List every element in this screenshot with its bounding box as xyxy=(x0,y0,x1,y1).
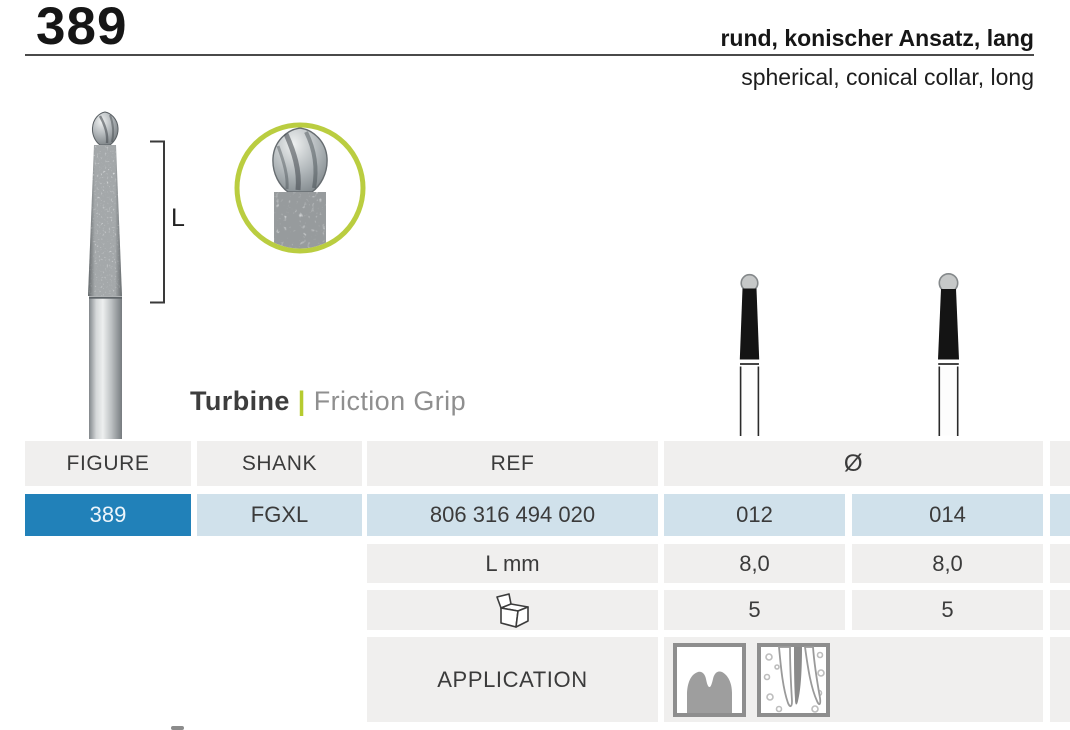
column-header-shank: SHANK xyxy=(197,441,362,486)
cropped-column-cell xyxy=(1050,441,1070,486)
root-canal-icon xyxy=(757,642,830,717)
application-row-label: APPLICATION xyxy=(367,637,658,722)
product-title-en: spherical, conical collar, long xyxy=(741,64,1034,90)
header-rule xyxy=(25,54,1034,56)
length-bracket xyxy=(150,140,165,304)
package-icon xyxy=(495,593,529,628)
product-title-de: rund, konischer Ansatz, lang xyxy=(720,25,1034,51)
column-header-figure: FIGURE xyxy=(25,441,191,486)
ref-value-cell: 806 316 494 020 xyxy=(367,494,658,536)
cropped-footer-mark xyxy=(171,726,184,730)
shank-value-cell: FGXL xyxy=(197,494,362,536)
grip-name-label: Friction Grip xyxy=(313,386,466,416)
grip-system-label: Turbine xyxy=(190,386,290,416)
length-value-cell: 8,0 xyxy=(852,544,1043,583)
pack-value-cell: 5 xyxy=(852,590,1043,630)
tooth-cavity-icon xyxy=(673,642,746,717)
application-icons-cell xyxy=(664,637,1043,722)
figure-value-cell: 389 xyxy=(25,494,191,536)
column-header-ref: REF xyxy=(367,441,658,486)
length-label: L xyxy=(171,204,185,232)
column-header-diameter: Ø xyxy=(664,441,1043,486)
bur-photo xyxy=(88,111,122,439)
cropped-column-cell xyxy=(1050,544,1070,583)
grip-line: Turbine | Friction Grip xyxy=(190,386,466,417)
cropped-column-cell xyxy=(1050,637,1070,722)
size-diagram-014 xyxy=(938,273,959,436)
pack-row-label xyxy=(367,590,658,630)
size-diagram-012 xyxy=(739,273,760,436)
figure-number: 389 xyxy=(36,0,128,56)
cropped-column-cell xyxy=(1050,494,1070,536)
grip-separator: | xyxy=(297,386,306,416)
diameter-value-cell: 012 xyxy=(664,494,845,536)
tip-detail-image xyxy=(234,122,366,254)
pack-value-cell: 5 xyxy=(664,590,845,630)
length-row-label: L mm xyxy=(367,544,658,583)
cropped-column-cell xyxy=(1050,590,1070,630)
length-value-cell: 8,0 xyxy=(664,544,845,583)
diameter-value-cell: 014 xyxy=(852,494,1043,536)
